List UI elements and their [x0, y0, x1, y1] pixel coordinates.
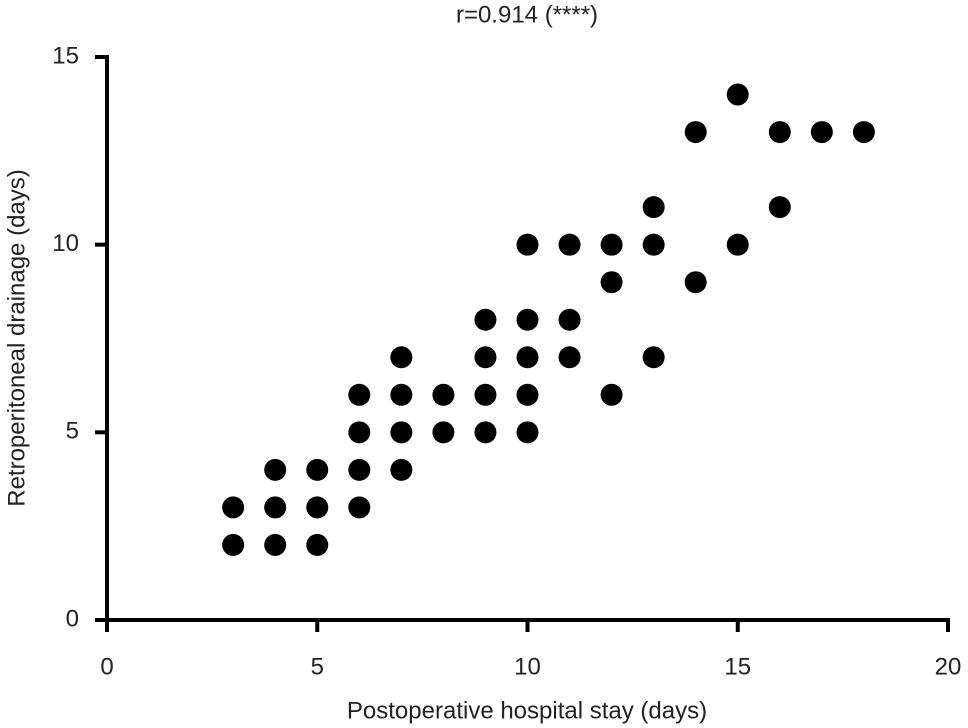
x-tick-label: 20 — [935, 653, 962, 680]
point — [516, 308, 539, 331]
point — [600, 383, 623, 406]
y-tick-label: 0 — [66, 605, 79, 632]
x-tick-label: 15 — [724, 653, 751, 680]
point — [432, 383, 455, 406]
y-tick-label: 5 — [66, 418, 79, 445]
point — [516, 346, 539, 369]
point — [222, 496, 245, 519]
x-tick-label: 10 — [514, 653, 541, 680]
x-axis-label: Postoperative hospital stay (days) — [347, 697, 707, 724]
point — [390, 383, 413, 406]
point — [390, 458, 413, 481]
x-tick-label: 0 — [100, 653, 113, 680]
point — [726, 83, 749, 106]
point — [642, 196, 665, 219]
point — [264, 496, 287, 519]
point — [474, 308, 497, 331]
point — [600, 233, 623, 256]
point — [306, 533, 329, 556]
point — [852, 121, 875, 144]
point — [474, 383, 497, 406]
point — [726, 233, 749, 256]
point — [222, 533, 245, 556]
y-tick-label: 15 — [52, 42, 79, 69]
point — [348, 458, 371, 481]
point — [474, 346, 497, 369]
point — [348, 383, 371, 406]
point — [432, 421, 455, 444]
point — [642, 346, 665, 369]
point — [348, 421, 371, 444]
point — [516, 421, 539, 444]
point — [684, 271, 707, 294]
point — [264, 458, 287, 481]
point — [558, 346, 581, 369]
point — [642, 233, 665, 256]
point — [390, 346, 413, 369]
point — [600, 271, 623, 294]
chart-title: r=0.914 (****) — [456, 1, 598, 28]
point — [810, 121, 833, 144]
point — [306, 496, 329, 519]
x-tick-label: 5 — [311, 653, 324, 680]
point — [768, 121, 791, 144]
point — [348, 496, 371, 519]
y-tick-label: 10 — [52, 230, 79, 257]
point — [768, 196, 791, 219]
y-axis-label: Retroperitoneal drainage (days) — [3, 169, 30, 507]
point — [558, 233, 581, 256]
point — [264, 533, 287, 556]
point — [684, 121, 707, 144]
point — [516, 383, 539, 406]
point — [516, 233, 539, 256]
point — [390, 421, 413, 444]
point — [558, 308, 581, 331]
point — [474, 421, 497, 444]
point — [306, 458, 329, 481]
